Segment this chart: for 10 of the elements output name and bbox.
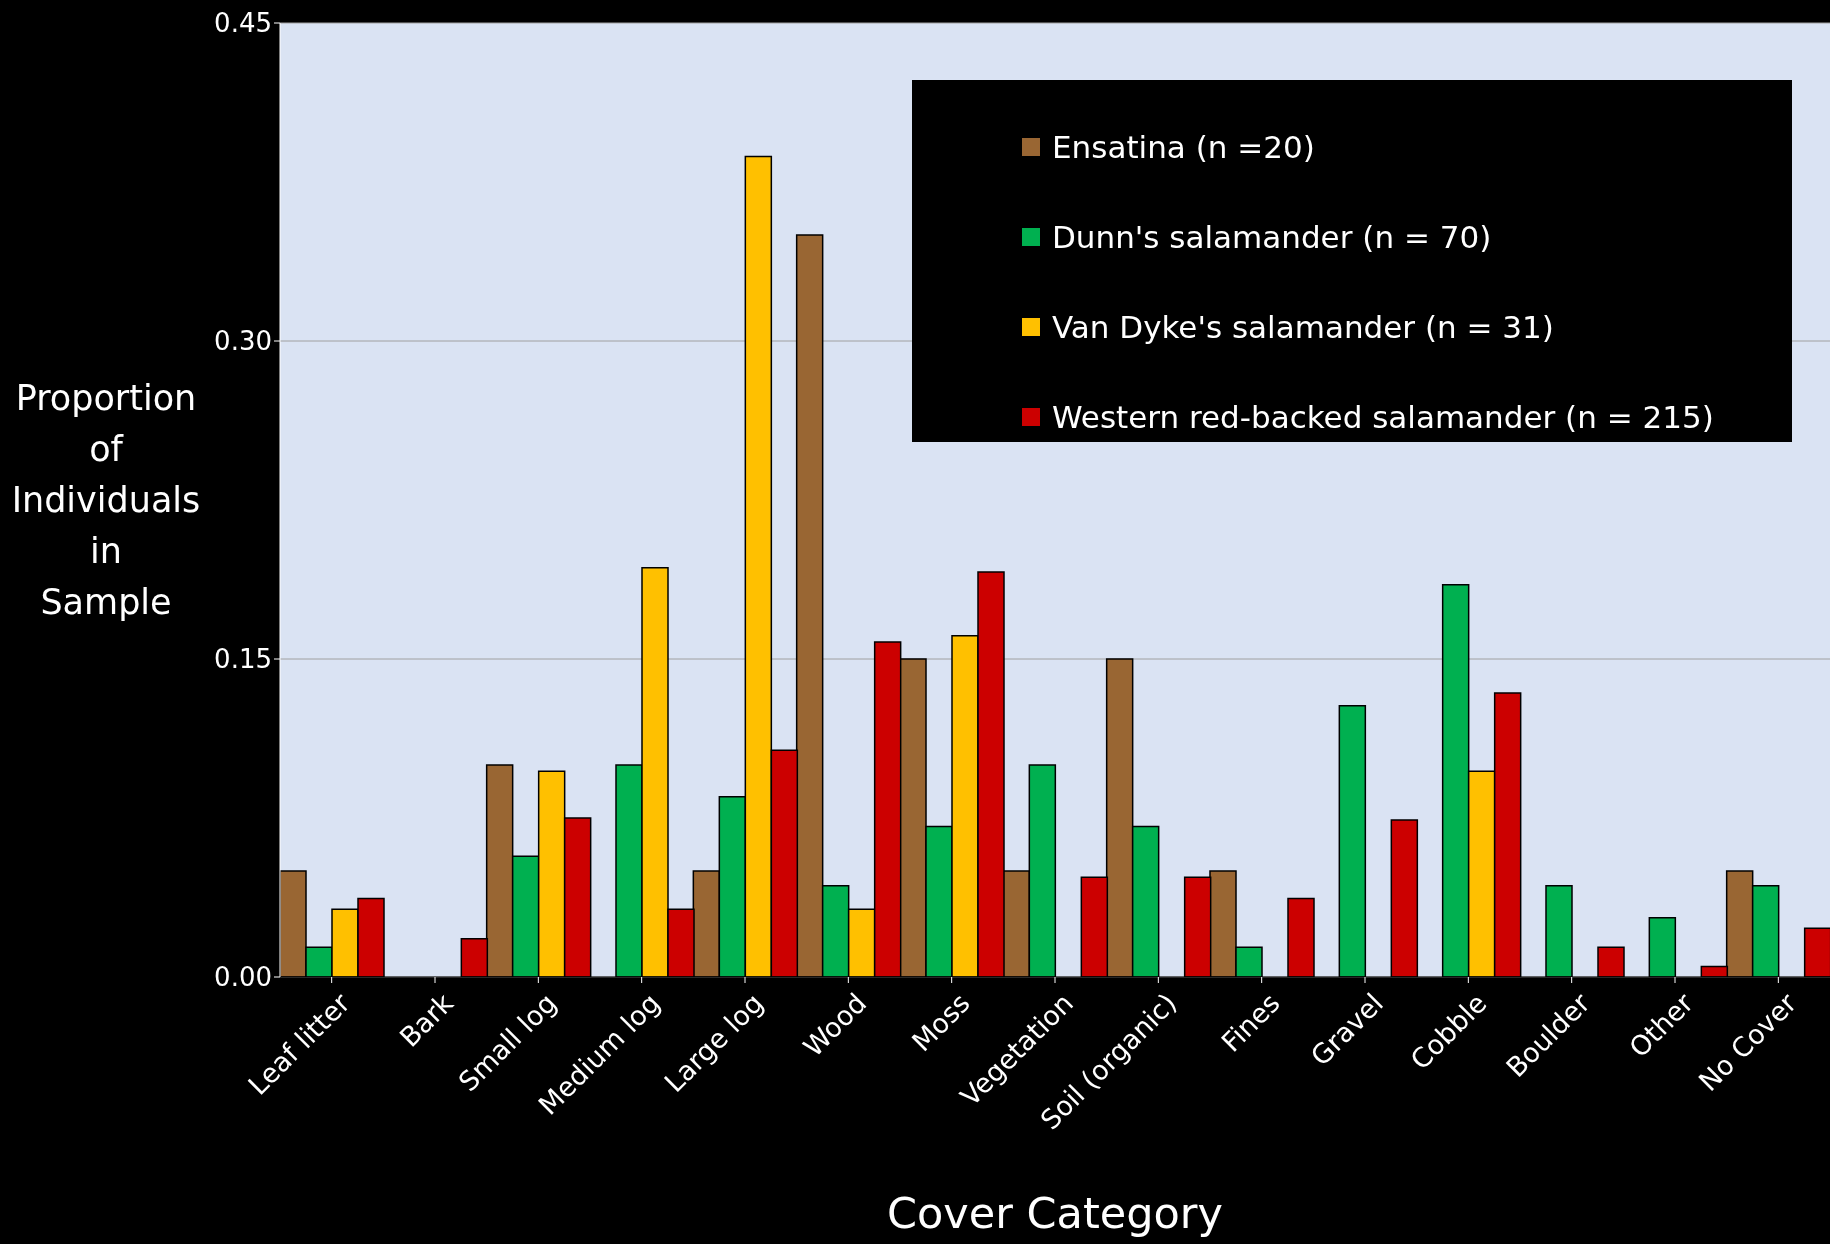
legend-label: Ensatina (n =20) <box>1052 129 1315 165</box>
x-axis-title: Cover Category <box>886 1188 1224 1238</box>
y-tick-label: 0.15 <box>214 644 272 675</box>
legend-label: Van Dyke's salamander (n = 31) <box>1052 309 1554 345</box>
y-tick-label: 0.45 <box>214 8 272 39</box>
y-tick-label: 0.30 <box>214 326 272 357</box>
legend-label: Dunn's salamander (n = 70) <box>1052 219 1492 255</box>
y-tick-label: 0.00 <box>214 962 272 993</box>
legend-label: Western red-backed salamander (n = 215) <box>1052 399 1714 435</box>
y-axis-title: Proportion of Individuals in Sample <box>11 378 201 622</box>
